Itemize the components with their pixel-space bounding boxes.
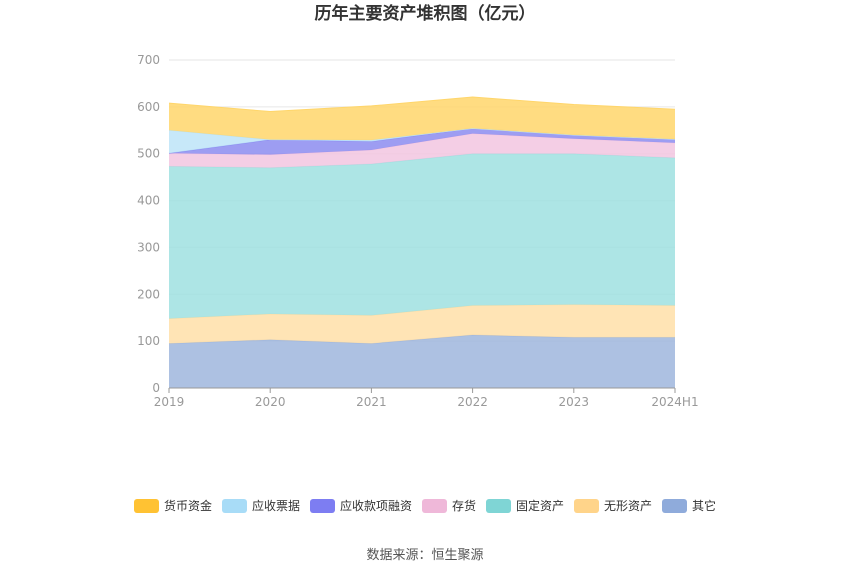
- y-tick-label-2: 200: [137, 287, 160, 301]
- area-series-3: [169, 133, 675, 168]
- data-source: 数据来源：恒生聚源: [366, 548, 483, 563]
- legend-swatch-0: [134, 499, 159, 513]
- chart-title: 历年主要资产堆积图（亿元）: [315, 3, 536, 24]
- x-tick-label-1: 2020: [255, 395, 286, 409]
- area-edge-6: [168, 96, 676, 113]
- x-tick-label-4: 2023: [559, 395, 590, 409]
- legend-item-3[interactable]: 存货: [422, 498, 476, 513]
- x-tick-label-5: 2024H1: [651, 395, 698, 409]
- legend-item-2[interactable]: 应收款项融资: [310, 498, 412, 513]
- x-tick-label-0: 2019: [154, 395, 185, 409]
- area-series-6: [169, 97, 675, 141]
- legend-label-1: 应收票据: [252, 498, 300, 513]
- y-tick-label-3: 300: [137, 240, 160, 254]
- legend-item-6[interactable]: 其它: [662, 498, 716, 513]
- legend-item-4[interactable]: 固定资产: [486, 498, 564, 513]
- area-series-4: [169, 128, 675, 155]
- legend-label-2: 应收款项融资: [340, 498, 412, 513]
- y-tick-label-6: 600: [137, 100, 160, 114]
- legend-swatch-1: [222, 499, 247, 513]
- legend-swatch-3: [422, 499, 447, 513]
- y-tick-label-5: 500: [137, 147, 160, 161]
- x-tick-label-2: 2021: [356, 395, 387, 409]
- axes: 2019 2020 2021 2022 2023 2024H1 0 100 200 300 400 5…: [137, 53, 699, 409]
- legend-label-6: 其它: [692, 498, 716, 513]
- legend-label-0: 货币资金: [164, 498, 212, 513]
- legend-swatch-5: [574, 499, 599, 513]
- legend-swatch-6: [662, 499, 687, 513]
- area-series-2: [169, 153, 675, 319]
- y-tick-label-1: 100: [137, 334, 160, 348]
- y-tick-label-0: 0: [152, 381, 160, 395]
- legend-swatch-4: [486, 499, 511, 513]
- x-tick-label-3: 2022: [457, 395, 488, 409]
- legend-label-5: 无形资产: [604, 499, 652, 513]
- area-series: [168, 96, 676, 388]
- legend-item-1[interactable]: 应收票据: [222, 498, 300, 513]
- legend: 货币资金 应收票据 应收款项融资 存货 固定资产 无形资产 其它: [134, 498, 716, 513]
- legend-swatch-2: [310, 499, 335, 513]
- legend-item-5[interactable]: 无形资产: [574, 499, 652, 513]
- y-tick-label-7: 700: [137, 53, 160, 67]
- legend-item-0[interactable]: 货币资金: [134, 498, 212, 513]
- area-series-0: [169, 335, 675, 388]
- y-tick-label-4: 400: [137, 194, 160, 208]
- legend-label-3: 存货: [452, 498, 476, 513]
- area-series-1: [169, 304, 675, 344]
- legend-label-4: 固定资产: [516, 498, 564, 513]
